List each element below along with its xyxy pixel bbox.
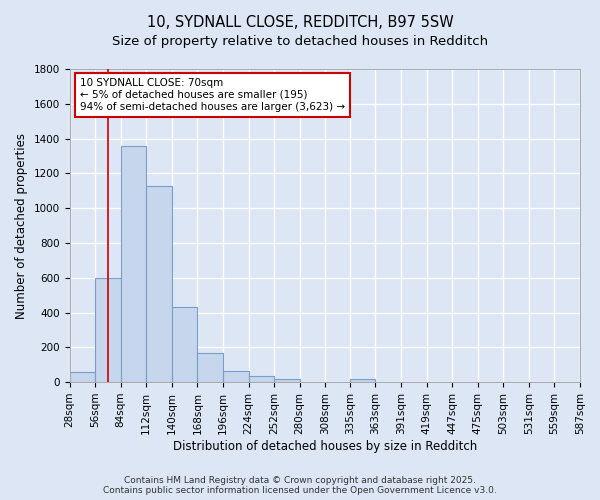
Bar bbox=[121, 146, 146, 382]
Text: Size of property relative to detached houses in Redditch: Size of property relative to detached ho… bbox=[112, 35, 488, 48]
Bar bbox=[248, 376, 274, 382]
Bar bbox=[223, 371, 248, 382]
Text: Contains HM Land Registry data © Crown copyright and database right 2025.
Contai: Contains HM Land Registry data © Crown c… bbox=[103, 476, 497, 495]
Bar bbox=[95, 278, 121, 382]
Bar bbox=[146, 186, 172, 382]
Bar bbox=[274, 378, 299, 382]
Bar bbox=[350, 378, 376, 382]
Y-axis label: Number of detached properties: Number of detached properties bbox=[15, 132, 28, 318]
Text: 10 SYDNALL CLOSE: 70sqm
← 5% of detached houses are smaller (195)
94% of semi-de: 10 SYDNALL CLOSE: 70sqm ← 5% of detached… bbox=[80, 78, 345, 112]
Text: 10, SYDNALL CLOSE, REDDITCH, B97 5SW: 10, SYDNALL CLOSE, REDDITCH, B97 5SW bbox=[146, 15, 454, 30]
X-axis label: Distribution of detached houses by size in Redditch: Distribution of detached houses by size … bbox=[173, 440, 477, 452]
Bar bbox=[197, 352, 223, 382]
Bar bbox=[70, 372, 95, 382]
Bar bbox=[172, 308, 197, 382]
